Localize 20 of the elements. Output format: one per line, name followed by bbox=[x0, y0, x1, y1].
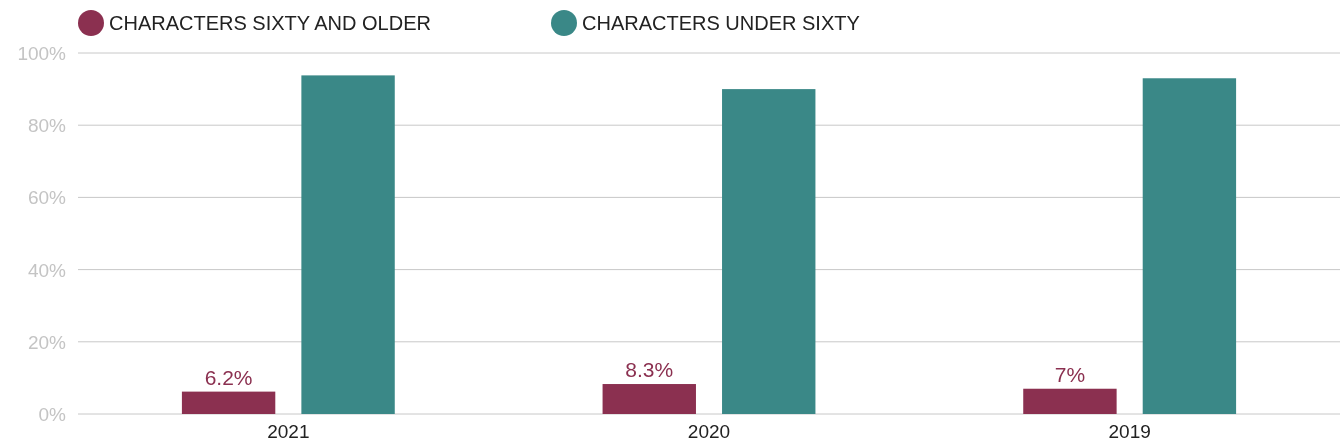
bar bbox=[602, 384, 696, 414]
legend-label: CHARACTERS UNDER SIXTY bbox=[582, 12, 860, 34]
y-tick-label: 0% bbox=[38, 404, 67, 425]
y-tick-label: 20% bbox=[27, 331, 67, 353]
y-tick-label: 80% bbox=[27, 115, 67, 137]
data-label: 6.2% bbox=[204, 365, 253, 389]
bar bbox=[1142, 78, 1237, 414]
bar bbox=[722, 89, 816, 414]
legend-label: CHARACTERS SIXTY AND OLDER bbox=[109, 12, 431, 34]
y-tick-label: 100% bbox=[17, 43, 67, 64]
bar bbox=[301, 75, 395, 414]
x-tick-label: 2019 bbox=[1108, 421, 1151, 442]
x-tick-label: 2021 bbox=[267, 421, 310, 442]
data-label: 7% bbox=[1054, 362, 1086, 386]
y-tick-label: 40% bbox=[27, 259, 67, 281]
x-tick-label: 2020 bbox=[687, 421, 731, 442]
bar bbox=[181, 391, 276, 414]
y-tick-label: 60% bbox=[27, 187, 67, 209]
bar bbox=[1023, 388, 1117, 414]
data-label: 8.3% bbox=[625, 358, 674, 382]
